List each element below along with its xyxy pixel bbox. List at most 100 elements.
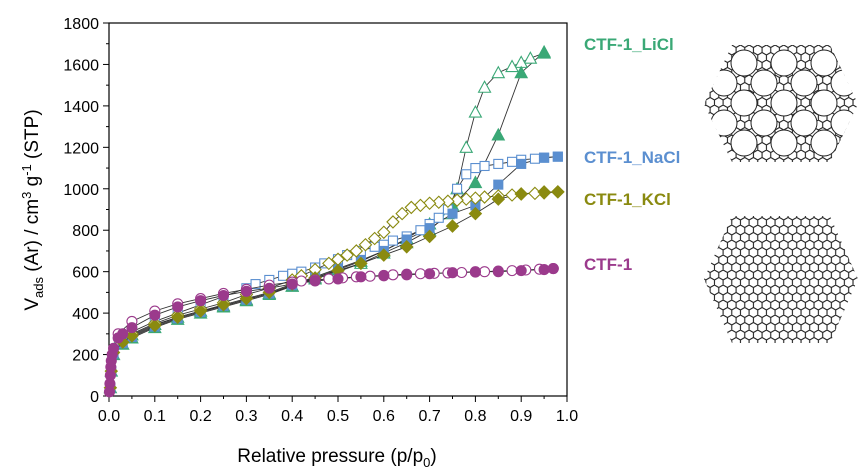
desorption-point bbox=[477, 190, 492, 204]
adsorption-point bbox=[148, 318, 162, 333]
desorption-point bbox=[529, 153, 540, 164]
adsorption-point bbox=[515, 265, 527, 277]
desorption-point bbox=[414, 268, 426, 280]
x-axis-title: Relative pressure (p/p0) bbox=[237, 446, 436, 470]
y-tick-label: 1600 bbox=[63, 57, 99, 74]
y-axis-title-text: Vads (Ar) / cm3 g-1 (STP) bbox=[19, 109, 46, 310]
series-layer bbox=[103, 44, 565, 398]
pore bbox=[750, 109, 778, 137]
adsorption-point bbox=[193, 304, 208, 318]
adsorption-point bbox=[468, 206, 483, 221]
adsorption-point bbox=[424, 268, 436, 280]
adsorption-point bbox=[172, 301, 184, 313]
x-tick-label: 0.2 bbox=[189, 408, 211, 425]
y-tick-label: 400 bbox=[72, 306, 99, 323]
adsorption-point bbox=[309, 275, 321, 287]
pore bbox=[710, 69, 738, 97]
plot-frame bbox=[108, 22, 568, 397]
x-axis-title-end: ) bbox=[430, 446, 436, 467]
y-tick-label: 600 bbox=[72, 265, 99, 282]
desorption-point bbox=[479, 266, 491, 278]
series-label: CTF-1_NaCl bbox=[584, 148, 680, 167]
adsorption-line bbox=[109, 191, 558, 388]
x-tick-label: 0.5 bbox=[327, 408, 349, 425]
desorption-line bbox=[131, 191, 558, 335]
x-axis-title-main: Relative pressure (p/p bbox=[237, 446, 423, 467]
desorption-point bbox=[456, 266, 468, 279]
x-tick-label: 0.1 bbox=[144, 408, 166, 425]
adsorption-point bbox=[514, 65, 529, 79]
series-label: CTF-1_KCl bbox=[584, 190, 671, 209]
pore bbox=[790, 69, 818, 97]
pore bbox=[830, 109, 858, 137]
adsorption-point bbox=[537, 44, 552, 58]
y-tick-label: 1200 bbox=[63, 140, 99, 157]
desorption-point bbox=[340, 248, 354, 262]
desorption-point bbox=[493, 158, 504, 169]
adsorption-point bbox=[117, 328, 129, 340]
desorption-point bbox=[506, 156, 518, 167]
pore bbox=[810, 129, 838, 157]
pore bbox=[730, 129, 758, 157]
adsorption-point bbox=[551, 185, 565, 199]
adsorption-point bbox=[354, 256, 368, 271]
x-axis-title-sub: 0 bbox=[423, 455, 430, 470]
adsorption-point bbox=[491, 127, 506, 141]
desorption-point bbox=[461, 169, 472, 180]
y-tick-label: 1800 bbox=[63, 16, 99, 33]
adsorption-point bbox=[332, 273, 344, 285]
x-tick-label: 0.9 bbox=[510, 408, 532, 425]
desorption-point bbox=[349, 244, 364, 258]
desorption-point bbox=[459, 140, 474, 153]
adsorption-point bbox=[469, 266, 481, 278]
pore bbox=[810, 49, 838, 77]
desorption-point bbox=[441, 194, 455, 208]
pore bbox=[730, 89, 758, 117]
desorption-point bbox=[413, 198, 428, 213]
adsorption-point bbox=[355, 271, 367, 283]
x-tick-labels: 0.0 0.1 0.2 0.3 0.4 0.5 0.6 0.7 0.8 0.9 1.0 bbox=[98, 408, 578, 425]
desorption-point bbox=[367, 231, 382, 246]
y-tick-label: 0 bbox=[90, 389, 99, 406]
adsorption-point bbox=[216, 298, 231, 312]
adsorption-point bbox=[263, 282, 275, 294]
x-tick-label: 0.0 bbox=[98, 408, 120, 425]
desorption-point bbox=[322, 256, 336, 271]
desorption-point bbox=[358, 237, 373, 252]
adsorption-point bbox=[170, 310, 185, 325]
adsorption-point bbox=[399, 240, 414, 254]
pore bbox=[770, 49, 798, 77]
desorption-point bbox=[377, 225, 391, 240]
adsorption-point bbox=[514, 187, 528, 201]
pore bbox=[830, 69, 858, 97]
series-labels: CTF-1_LiCl CTF-1_NaCl CTF-1_KCl CTF-1 bbox=[584, 35, 680, 274]
pore bbox=[710, 109, 738, 137]
pore bbox=[750, 69, 778, 97]
y-tick-label: 800 bbox=[72, 223, 99, 240]
desorption-point bbox=[422, 196, 437, 211]
desorption-point bbox=[415, 225, 426, 236]
adsorption-point bbox=[493, 179, 504, 190]
adsorption-point bbox=[447, 208, 458, 219]
x-tick-label: 0.4 bbox=[281, 408, 303, 425]
adsorption-point bbox=[378, 270, 390, 282]
y-tick-labels: 0 200 400 600 800 1000 1200 1400 1600 1800 bbox=[63, 16, 99, 406]
desorption-point bbox=[387, 235, 399, 246]
plot-border bbox=[108, 22, 568, 397]
series-ctf-1-licl bbox=[103, 44, 552, 394]
adsorption-point bbox=[537, 185, 551, 199]
desorption-point bbox=[491, 65, 506, 79]
adsorption-line bbox=[109, 268, 554, 392]
adsorption-point bbox=[108, 342, 120, 354]
desorption-point bbox=[433, 212, 444, 223]
desorption-point bbox=[470, 163, 481, 174]
desorption-point bbox=[295, 275, 307, 287]
desorption-point bbox=[450, 193, 464, 207]
x-tick-label: 0.3 bbox=[235, 408, 257, 425]
series-label: CTF-1 bbox=[584, 255, 632, 274]
adsorption-point bbox=[401, 269, 413, 281]
adsorption-point bbox=[492, 266, 504, 278]
y-tick-label: 1400 bbox=[63, 99, 99, 116]
y-tick-label: 1000 bbox=[63, 182, 99, 199]
